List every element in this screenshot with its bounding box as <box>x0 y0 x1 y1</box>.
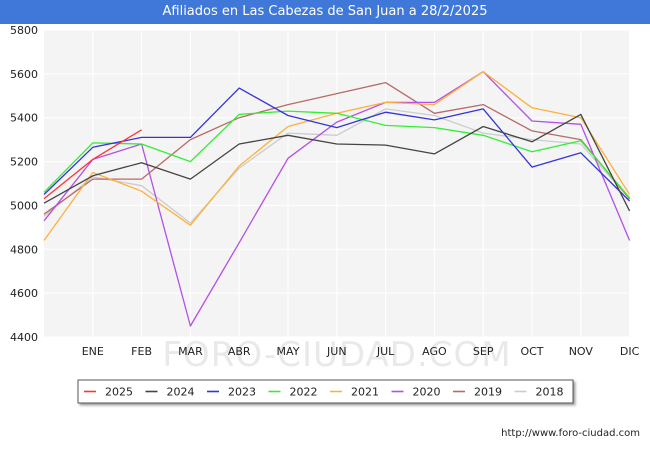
source-url[interactable]: http://www.foro-ciudad.com <box>501 428 640 439</box>
y-tick-label: 4600 <box>10 287 38 300</box>
legend-label-2021: 2021 <box>351 386 379 399</box>
x-tick-label: JUL <box>376 345 395 358</box>
y-tick-label: 5000 <box>10 199 38 212</box>
legend-label-2022: 2022 <box>290 386 318 399</box>
x-tick-label: JUN <box>326 345 347 358</box>
watermark: FORO-CIUDAD.COM <box>162 335 511 375</box>
legend-label-2024: 2024 <box>167 386 195 399</box>
chart-title: Afiliados en Las Cabezas de San Juan a 2… <box>0 0 650 24</box>
x-tick-label: OCT <box>520 345 543 358</box>
series-line-2025 <box>43 129 142 200</box>
y-axis: 4400 4600 4800 5000 5200 5400 5600 5800 <box>10 24 38 344</box>
x-tick-label: AGO <box>422 345 447 358</box>
series-lines <box>43 71 631 327</box>
legend-label-2020: 2020 <box>413 386 441 399</box>
legend-box <box>77 379 574 404</box>
series-line-2019 <box>43 81 631 215</box>
y-tick-label: 5800 <box>10 24 38 37</box>
y-tick-label: 5600 <box>10 68 38 81</box>
x-tick-label: SEP <box>473 345 494 358</box>
y-tick-label: 4400 <box>10 331 38 344</box>
x-tick-label: NOV <box>569 345 594 358</box>
legend: 2025 2024 2023 2022 2021 2020 2019 2018 <box>77 379 574 404</box>
x-tick-label: MAR <box>178 345 203 358</box>
legend-label-2018: 2018 <box>536 386 564 399</box>
x-tick-label: ABR <box>228 345 251 358</box>
grid-lines <box>44 29 631 338</box>
series-line-2018 <box>43 108 631 224</box>
x-tick-label: MAY <box>277 345 300 358</box>
x-tick-label: DIC <box>620 345 640 358</box>
series-line-2023 <box>43 87 631 202</box>
x-tick-label: FEB <box>131 345 152 358</box>
y-tick-label: 5200 <box>10 156 38 169</box>
x-tick-label: ENE <box>82 345 104 358</box>
y-tick-label: 4800 <box>10 243 38 256</box>
x-axis: ENE FEB MAR ABR MAY JUN JUL AGO SEP OCT NOV DIC <box>82 345 640 358</box>
series-line-2022 <box>43 110 631 199</box>
y-tick-label: 5400 <box>10 112 38 125</box>
legend-label-2023: 2023 <box>228 386 256 399</box>
series-line-2024 <box>43 113 631 212</box>
legend-label-2025: 2025 <box>105 386 133 399</box>
legend-label-2019: 2019 <box>474 386 502 399</box>
